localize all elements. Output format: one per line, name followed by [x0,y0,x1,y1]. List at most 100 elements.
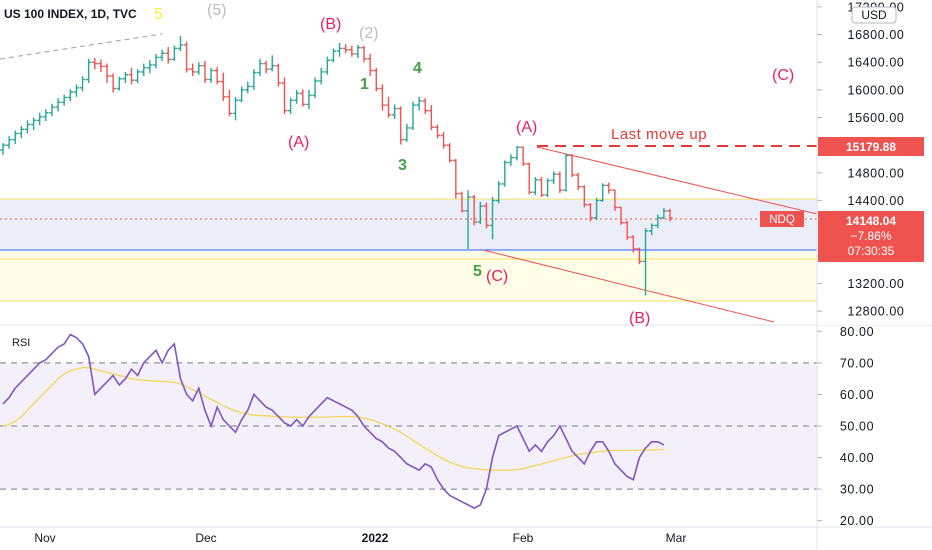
trend-line-dashed-upper [0,33,163,60]
price-bar [263,60,269,74]
price-bar [18,125,25,139]
price-bar [189,63,196,77]
price-bar [122,71,129,83]
price-tick-label: 16800.00 [848,28,905,42]
current-price-label: 14148.04 [846,214,896,228]
x-label-mar: Mar [666,531,687,545]
price-bar [36,112,43,126]
price-tick-label: 16400.00 [848,56,905,70]
price-bar [232,96,239,121]
price-bar [410,101,416,130]
last-move-up-label: Last move up [611,126,707,143]
rsi-axis[interactable]: 80.00 70.00 60.00 50.00 40.00 30.00 20.00 [817,325,874,528]
price-bar [287,97,294,115]
rsi-tick-label: 40.00 [840,451,874,465]
price-bar [489,197,496,240]
price-bar [6,136,12,149]
price-bar [550,171,557,184]
price-bar [159,49,165,61]
price-bar [104,63,110,83]
rsi-tick-label: 20.00 [840,514,874,528]
price-change-label: −7.86% [850,229,891,243]
symbol-tag: NDQ [760,211,804,227]
price-bar [12,130,18,144]
price-bar [134,69,141,83]
price-bar [153,53,159,69]
price-bar [483,202,490,229]
symbol-label: NDQ [769,214,795,226]
price-bar [569,154,575,178]
price-bar [655,214,661,229]
x-label-nov: Nov [34,531,55,545]
price-bar [428,105,435,130]
bar-countdown-label: 07:30:35 [848,244,895,258]
price-bar [67,89,74,101]
price-bar [606,182,612,194]
price-bar [312,77,318,99]
wave-label-B-1: (B) [320,16,341,33]
price-bar [116,76,123,91]
price-bar [85,58,92,83]
price-bar [367,53,373,77]
price-bar [404,123,410,142]
wave-label-1: 1 [360,76,369,93]
price-bar [557,171,563,193]
price-bar [440,132,447,149]
price-bar [642,228,649,296]
price-bar [416,96,422,111]
price-bar [587,203,594,222]
price-bar [502,160,508,187]
price-axis-bg [818,0,932,325]
wave-label-A-2: (A) [516,119,537,136]
price-bar [459,191,465,213]
price-bar [140,63,147,77]
current-price-tag: 14148.04 −7.86% 07:30:35 [818,211,924,262]
currency-badge-box[interactable] [851,6,897,24]
currency-badge[interactable]: USD [851,6,897,24]
zones [0,198,817,302]
price-bar [61,94,67,106]
price-bar [226,89,233,117]
price-bar [520,146,526,166]
price-bar [43,109,49,122]
price-bar [73,84,80,97]
level-price-tag: 15179.88 [818,137,924,156]
price-bar [477,201,484,225]
price-axis[interactable]: 17200.0016800.0016400.0016000.0015600.00… [760,0,932,550]
time-axis[interactable]: Nov Dec 2022 Feb Mar [0,526,932,545]
wave-label-C-target: (C) [772,67,794,84]
price-bar [349,45,355,57]
price-bars [0,35,673,296]
rsi-tick-label: 70.00 [840,356,874,370]
wave-label-B-2: (B) [629,310,650,327]
annotations: Last move up US 100 INDEX, 1D, TVC 5 (5)… [4,2,794,327]
rsi-tick-label: 30.00 [840,483,874,497]
price-bar [532,177,539,195]
price-bar [465,190,471,249]
price-bar [544,178,551,198]
price-tick-label: 14400.00 [848,194,905,208]
wave-label-5-primary: (5) [207,2,227,19]
chart-title: US 100 INDEX, 1D, TVC [4,7,137,21]
rsi-tick-label: 60.00 [840,388,874,402]
wave-label-4: 4 [413,60,422,77]
wave-label-A-1: (A) [288,134,309,151]
price-bar [391,104,398,119]
price-bar [636,247,643,265]
price-bar [79,76,86,92]
price-bar [92,58,98,70]
rsi-tick-label: 50.00 [840,420,874,434]
price-bar [98,59,104,72]
price-bar [355,44,361,59]
wave-label-2: (2) [359,25,379,42]
price-bar [251,69,257,90]
x-label-feb: Feb [513,531,534,545]
price-bar [495,181,502,204]
price-bar [526,162,533,195]
price-bar [624,220,630,240]
price-bar [581,185,588,208]
price-bar [446,143,453,163]
price-bar [214,67,220,85]
